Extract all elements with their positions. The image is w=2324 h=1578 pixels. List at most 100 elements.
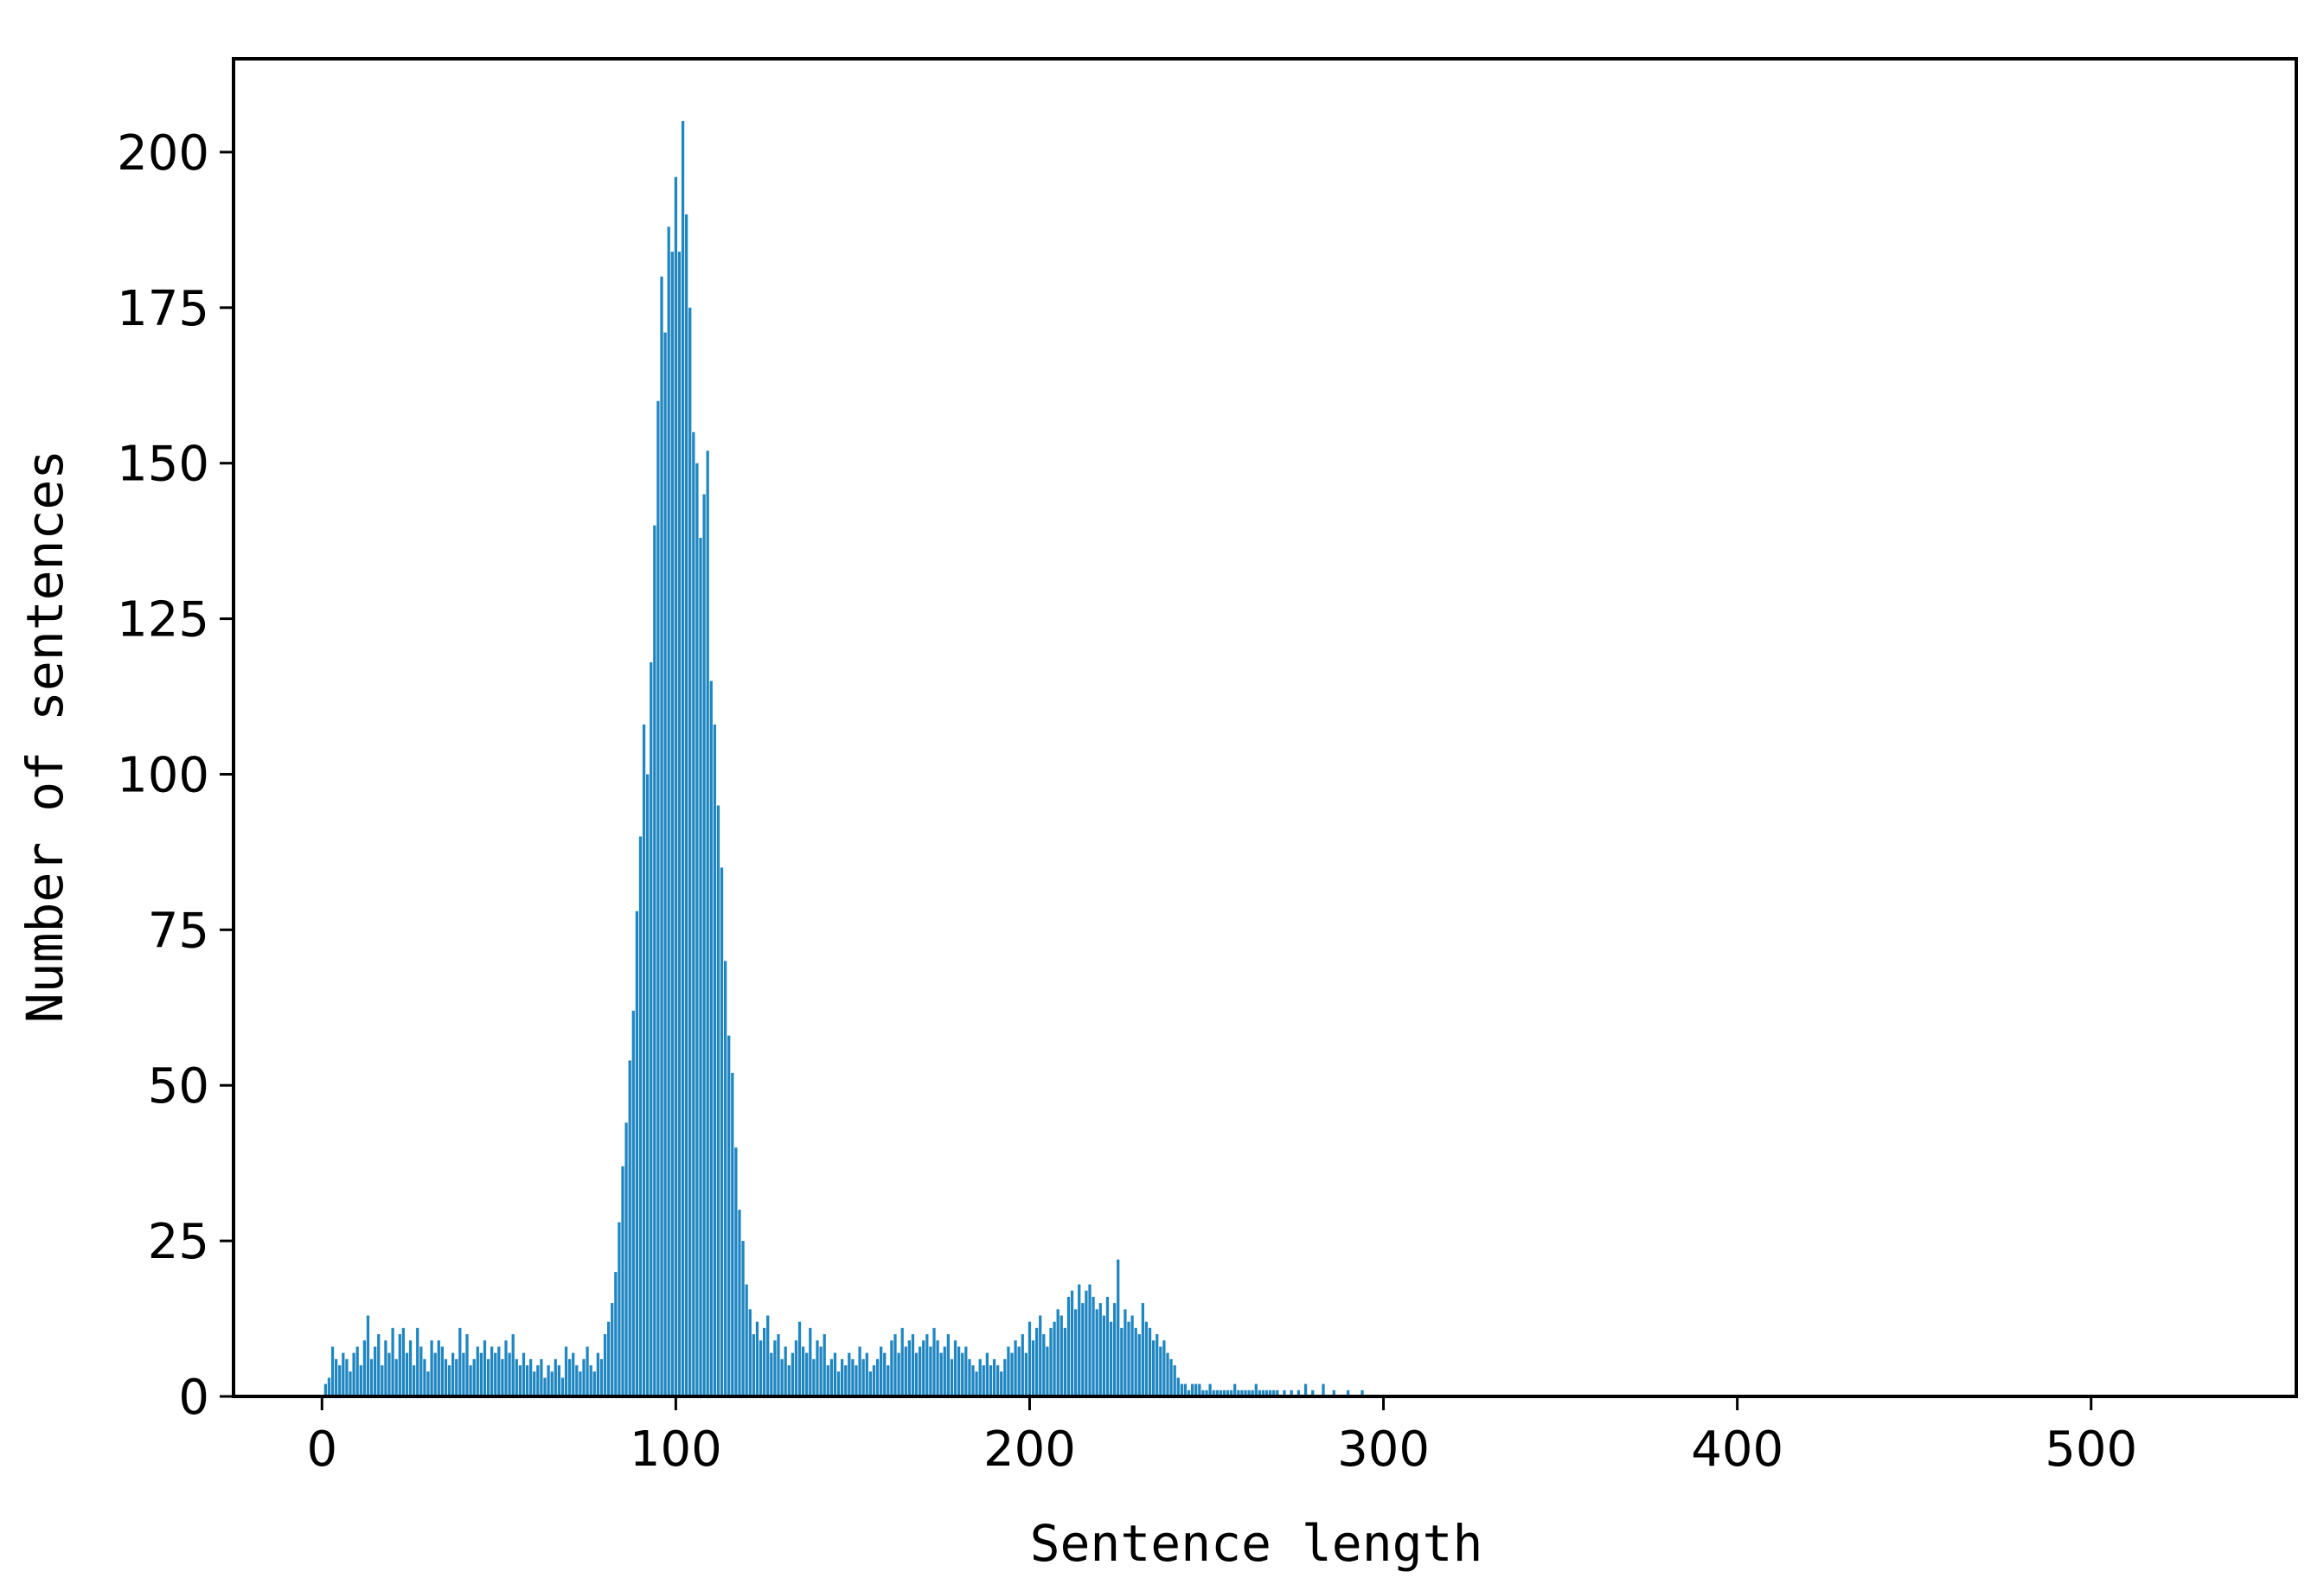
histogram-bar <box>1130 1315 1134 1396</box>
histogram-bar <box>780 1358 784 1396</box>
histogram-bar <box>529 1358 533 1396</box>
histogram-bar <box>391 1327 394 1396</box>
x-axis-ticks: 0 100 200 300 400 500 <box>306 1396 2137 1478</box>
histogram-bar <box>533 1371 536 1396</box>
histogram-bar <box>568 1358 572 1396</box>
histogram-bar <box>992 1358 996 1396</box>
histogram-bar <box>550 1371 554 1396</box>
histogram-bar <box>724 961 727 1396</box>
histogram-bar <box>586 1346 589 1396</box>
histogram-bar <box>939 1352 943 1396</box>
histogram-bar <box>642 724 646 1396</box>
histogram-bar <box>996 1365 1000 1396</box>
histogram-bar <box>734 1147 738 1396</box>
histogram-bar <box>1074 1309 1078 1396</box>
histogram-bar <box>829 1358 833 1396</box>
histogram-bar <box>1254 1383 1258 1396</box>
x-tick-label: 500 <box>2045 1421 2137 1478</box>
histogram-bar <box>957 1346 961 1396</box>
histogram-bar <box>880 1346 883 1396</box>
histogram-bar <box>323 1383 327 1396</box>
histogram-bar <box>836 1371 841 1396</box>
histogram-bar <box>440 1346 444 1396</box>
histogram-bar <box>1201 1390 1205 1396</box>
histogram-bar <box>413 1365 416 1396</box>
histogram-bar <box>447 1365 451 1396</box>
histogram-bar <box>1226 1390 1230 1396</box>
histogram-bar <box>982 1365 985 1396</box>
histogram-bar <box>589 1365 592 1396</box>
histogram-bar <box>763 1327 766 1396</box>
histogram-bar <box>1117 1259 1120 1396</box>
histogram-bar <box>914 1352 919 1396</box>
histogram-bar <box>1109 1321 1113 1396</box>
histogram-bar <box>352 1352 355 1396</box>
histogram-bar <box>872 1365 876 1396</box>
histogram-bar <box>592 1371 596 1396</box>
histogram-bar <box>398 1334 401 1396</box>
histogram-bar <box>631 1010 635 1396</box>
histogram-bar <box>419 1346 423 1396</box>
histogram-bar <box>483 1340 487 1396</box>
histogram-bar <box>688 307 692 1396</box>
histogram-bar <box>755 1321 759 1396</box>
histogram-bar <box>607 1321 611 1396</box>
histogram-bar <box>787 1365 791 1396</box>
histogram-bar <box>522 1352 526 1396</box>
histogram-bar <box>1081 1303 1085 1396</box>
histogram-bar <box>1088 1284 1092 1396</box>
histogram-bar <box>890 1340 893 1396</box>
histogram-bar <box>1176 1377 1180 1396</box>
histogram-bar <box>1095 1309 1098 1396</box>
histogram-bar <box>582 1358 586 1396</box>
histogram-bar <box>773 1340 777 1396</box>
histogram-bar <box>572 1352 575 1396</box>
histogram-bar <box>805 1352 809 1396</box>
histogram-bar <box>1360 1390 1364 1396</box>
histogram-bar <box>1085 1290 1088 1396</box>
histogram-bar <box>1144 1321 1149 1396</box>
histogram-bar <box>387 1352 391 1396</box>
y-axis-ticks: 0 25 50 75 100 125 150 175 200 <box>117 125 234 1426</box>
histogram-bar <box>953 1340 957 1396</box>
histogram-bar <box>366 1315 370 1396</box>
histogram-bar <box>1134 1327 1137 1396</box>
histogram-bar <box>660 276 663 1397</box>
histogram-bar <box>1173 1365 1176 1396</box>
histogram-bar <box>596 1352 599 1396</box>
histogram-bar <box>809 1327 812 1396</box>
histogram-bar <box>1187 1390 1191 1396</box>
histogram-bar <box>709 680 713 1396</box>
y-axis-title: Number of sentences <box>16 450 74 1023</box>
histogram-bar <box>1347 1390 1350 1396</box>
histogram-bar <box>1311 1390 1315 1396</box>
histogram-bar <box>1183 1383 1188 1396</box>
histogram-bar <box>1021 1334 1024 1396</box>
histogram-bar <box>900 1327 904 1396</box>
histogram-bar <box>943 1346 946 1396</box>
histogram-bar <box>702 494 706 1397</box>
histogram-bar <box>922 1340 925 1396</box>
histogram-bar <box>635 910 638 1396</box>
histogram-bar <box>426 1371 430 1396</box>
histogram-bar <box>1024 1352 1028 1396</box>
histogram-bar <box>1283 1390 1286 1396</box>
y-tick-label: 175 <box>117 281 209 337</box>
histogram-bar <box>1180 1383 1183 1396</box>
histogram-bar <box>695 463 699 1397</box>
histogram-bar <box>971 1365 975 1396</box>
histogram-bar <box>377 1334 381 1396</box>
histogram-bar <box>797 1321 802 1396</box>
histogram-bar <box>819 1346 823 1396</box>
histogram-bar <box>1042 1334 1046 1396</box>
histogram-bar <box>469 1365 472 1396</box>
histogram-bar <box>1127 1321 1130 1396</box>
histogram-bar <box>1053 1321 1056 1396</box>
histogram-bar <box>511 1334 515 1396</box>
histogram-bar <box>1152 1340 1156 1396</box>
histogram-bar <box>716 805 720 1396</box>
y-tick-label: 25 <box>148 1214 209 1270</box>
histogram-bar <box>1141 1303 1144 1396</box>
histogram-bar <box>851 1358 855 1396</box>
